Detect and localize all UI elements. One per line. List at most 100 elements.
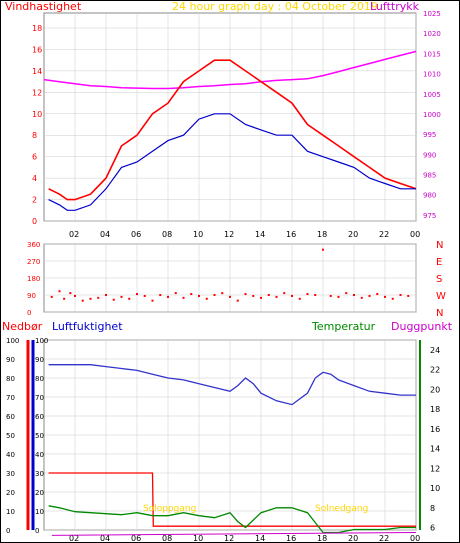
wind-y-tick-label: 14 bbox=[32, 67, 42, 76]
dewpoint-line bbox=[51, 532, 417, 536]
direction-point bbox=[306, 293, 309, 296]
humidity-tick-label: 60 bbox=[35, 413, 44, 421]
wind-line bbox=[48, 59, 417, 201]
direction-point bbox=[63, 297, 66, 300]
header-center: 24 hour graph day : 04 October 2019 bbox=[172, 0, 378, 13]
wind-x-tick-label: 22 bbox=[379, 230, 389, 239]
temperature-tick-label: 10 bbox=[430, 484, 440, 493]
direction-point bbox=[236, 299, 239, 302]
humidity-tick-label: 100 bbox=[35, 337, 48, 345]
pressure-line bbox=[43, 50, 417, 90]
header-right: Lufttrykk bbox=[370, 0, 420, 13]
direction-tick-label: 0 bbox=[27, 309, 31, 317]
temperature-tick-label: 16 bbox=[430, 425, 440, 434]
nedbor-tick-label: 70 bbox=[6, 394, 15, 402]
lower-x-tick-label: 20 bbox=[348, 534, 358, 543]
temperature-tick-label: 6 bbox=[430, 524, 435, 533]
direction-tick-label: 360 bbox=[27, 241, 40, 249]
nedbor-tick-label: 80 bbox=[6, 375, 15, 383]
nedbor-tick-label: 0 bbox=[6, 527, 10, 535]
direction-tick-label: 90 bbox=[27, 292, 36, 300]
humidity-tick-label: 10 bbox=[35, 508, 44, 516]
wind-y-tick-label: 4 bbox=[32, 174, 37, 183]
wind-y-tick-label: 6 bbox=[32, 153, 37, 162]
label-temperatur: Temperatur bbox=[311, 320, 376, 333]
pressure-tick-label: 1010 bbox=[423, 71, 441, 79]
direction-point bbox=[97, 296, 100, 299]
humidity-line bbox=[48, 364, 416, 406]
humidity-tick-label: 90 bbox=[35, 356, 44, 364]
pressure-tick-label: 1000 bbox=[423, 111, 441, 119]
label-luftfuktighet: Luftfuktighet bbox=[52, 320, 123, 333]
direction-point bbox=[198, 294, 200, 297]
humidity-tick-label: 80 bbox=[35, 375, 44, 383]
label-duggpunkt: Duggpunkt bbox=[391, 320, 453, 333]
wind-x-tick-label: 14 bbox=[255, 230, 265, 239]
nedbor-tick-label: 40 bbox=[6, 451, 15, 459]
direction-point bbox=[267, 294, 270, 296]
direction-point bbox=[167, 295, 169, 298]
wind-x-tick-label: 08 bbox=[162, 230, 172, 239]
direction-point bbox=[244, 293, 247, 296]
sunrise-label: Soloppgang bbox=[143, 504, 196, 514]
compass-label: N bbox=[436, 240, 443, 251]
direction-point bbox=[399, 294, 402, 296]
wind-y-tick-label: 10 bbox=[32, 110, 42, 119]
wind-y-tick-label: 18 bbox=[32, 24, 42, 33]
direction-point bbox=[120, 295, 123, 298]
direction-point bbox=[368, 294, 371, 297]
wind-x-tick-label: 12 bbox=[224, 230, 234, 239]
label-nedbor: Nedbør bbox=[2, 320, 43, 333]
direction-point bbox=[136, 293, 138, 296]
wind-x-tick-label: 18 bbox=[317, 230, 327, 239]
direction-point bbox=[182, 296, 185, 299]
nedbor-tick-label: 60 bbox=[6, 413, 15, 421]
lower-x-tick-label: 02 bbox=[69, 534, 79, 543]
direction-point bbox=[205, 297, 208, 300]
temperature-line bbox=[48, 505, 416, 534]
nedbor-tick-label: 30 bbox=[6, 470, 15, 478]
compass-label: E bbox=[436, 257, 442, 268]
sunset-label: Solnedgang bbox=[315, 504, 368, 514]
temperature-tick-label: 18 bbox=[430, 405, 440, 414]
lower-x-tick-label: 22 bbox=[379, 534, 389, 543]
lower-x-tick-label: 10 bbox=[193, 534, 203, 543]
temperature-tick-label: 22 bbox=[430, 366, 440, 375]
direction-point bbox=[159, 294, 162, 296]
lower-x-tick-label: 14 bbox=[255, 534, 265, 543]
compass-label: N bbox=[436, 308, 443, 319]
direction-point bbox=[384, 295, 386, 298]
nedbor-tick-label: 90 bbox=[6, 356, 15, 364]
nedbor-tick-label: 50 bbox=[6, 432, 15, 440]
pressure-tick-label: 985 bbox=[423, 172, 436, 180]
humidity-tick-label: 40 bbox=[35, 451, 44, 459]
wind-x-tick-label: 20 bbox=[348, 230, 358, 239]
direction-point bbox=[89, 297, 92, 300]
direction-tick-label: 270 bbox=[27, 258, 40, 266]
wind-y-tick-label: 16 bbox=[32, 45, 42, 54]
temperature-tick-label: 24 bbox=[430, 346, 440, 355]
wind-avg-line bbox=[48, 113, 416, 211]
temperature-tick-label: 14 bbox=[430, 445, 440, 454]
wind-x-tick-label: 16 bbox=[286, 230, 296, 239]
wind-x-tick-label: 06 bbox=[131, 230, 141, 239]
humidity-tick-label: 30 bbox=[35, 470, 44, 478]
rain-line bbox=[48, 472, 416, 527]
direction-point bbox=[353, 294, 355, 296]
temperature-tick-label: 20 bbox=[430, 385, 440, 394]
direction-point bbox=[128, 297, 131, 300]
direction-point bbox=[50, 295, 53, 298]
direction-point bbox=[322, 248, 324, 251]
humidity-tick-label: 70 bbox=[35, 394, 44, 402]
nedbor-tick-label: 10 bbox=[6, 508, 15, 516]
pressure-tick-label: 1005 bbox=[423, 91, 441, 99]
humidity-tick-label: 0 bbox=[35, 527, 39, 535]
header-left: Vindhastighet bbox=[5, 0, 82, 13]
wind-x-tick-label: 10 bbox=[193, 230, 203, 239]
pressure-tick-label: 980 bbox=[423, 192, 436, 200]
pressure-tick-label: 975 bbox=[423, 212, 436, 220]
direction-point bbox=[213, 294, 216, 296]
direction-point bbox=[151, 299, 154, 302]
wind-x-tick-label: 04 bbox=[100, 230, 110, 239]
